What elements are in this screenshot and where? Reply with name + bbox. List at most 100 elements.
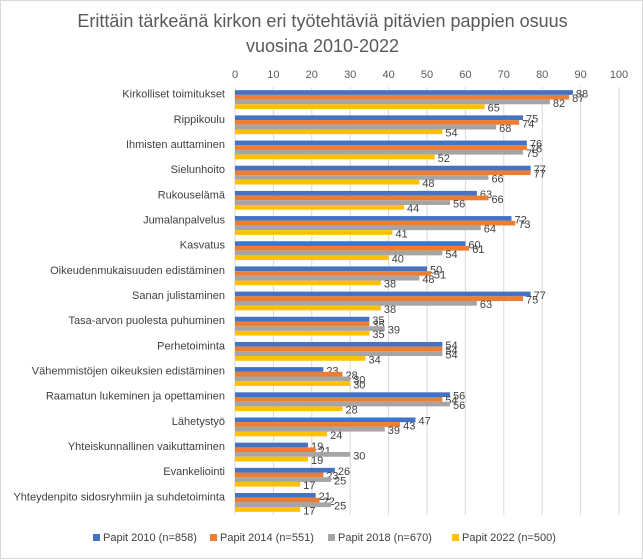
data-label: 51 — [434, 269, 446, 281]
legend-label: Papit 2014 (n=551) — [220, 532, 314, 544]
bar — [235, 381, 351, 386]
x-tick-label: 20 — [306, 69, 318, 81]
bar — [235, 241, 466, 246]
bar — [235, 367, 324, 372]
x-tick-label: 50 — [421, 69, 433, 81]
category-label: Rukouselämä — [158, 189, 226, 201]
bar — [235, 94, 570, 100]
data-label: 60 — [468, 239, 480, 251]
data-label: 28 — [346, 405, 358, 417]
x-tick-label: 100 — [610, 69, 628, 81]
data-label: 64 — [484, 224, 496, 236]
data-label: 52 — [438, 153, 450, 165]
data-label: 50 — [430, 265, 442, 277]
x-tick-label: 80 — [536, 69, 548, 81]
category-label: Lähetystyö — [172, 416, 225, 428]
category-label: Rippikoulu — [174, 114, 225, 126]
bar — [235, 481, 301, 487]
data-label: 17 — [303, 505, 315, 517]
bar — [235, 477, 331, 482]
data-label: 63 — [480, 299, 492, 311]
bar — [235, 170, 531, 176]
data-label: 21 — [319, 491, 331, 503]
bar — [235, 124, 497, 130]
data-label: 77 — [534, 290, 546, 302]
category-label: Kasvatus — [180, 240, 226, 252]
bar — [235, 255, 389, 261]
data-label: 54 — [445, 345, 457, 357]
bar — [235, 406, 343, 412]
category-label: Vähemmistöjen oikeuksien edistäminen — [32, 366, 225, 378]
bar — [235, 452, 351, 457]
data-label: 75 — [526, 295, 538, 307]
category-label: Sielunhoito — [171, 164, 225, 176]
bar — [235, 280, 381, 286]
bar — [235, 456, 308, 462]
bar — [235, 115, 523, 121]
data-label: 77 — [534, 169, 546, 181]
x-tick-label: 40 — [382, 69, 394, 81]
data-label: 17 — [303, 480, 315, 492]
bar — [235, 275, 420, 281]
bar — [235, 426, 385, 432]
data-label: 68 — [499, 123, 511, 135]
data-label: 65 — [488, 102, 500, 114]
legend-label: Papit 2010 (n=858) — [103, 532, 197, 544]
category-label: Jumalanpalvelus — [143, 214, 225, 226]
data-label: 54 — [445, 249, 457, 261]
legend-label: Papit 2022 (n=500) — [462, 532, 556, 544]
data-label: 61 — [472, 244, 484, 256]
bar — [235, 271, 431, 276]
data-label: 44 — [407, 203, 419, 215]
data-label: 56 — [453, 400, 465, 412]
x-tick-label: 60 — [459, 69, 471, 81]
bar — [235, 507, 301, 512]
bar — [235, 266, 427, 272]
bar — [235, 326, 385, 331]
bar — [235, 401, 451, 407]
bar — [235, 225, 481, 231]
data-label: 25 — [334, 475, 346, 487]
data-label: 38 — [384, 279, 396, 291]
category-label: Sanan julistaminen — [132, 290, 225, 302]
legend-swatch — [210, 534, 217, 541]
data-label: 72 — [514, 214, 526, 226]
data-label: 56 — [453, 198, 465, 210]
bar — [235, 351, 443, 357]
category-label: Ihmisten auttaminen — [126, 139, 225, 151]
data-label: 24 — [330, 430, 342, 442]
bar — [235, 502, 331, 508]
chart-title-line-1: Erittäin tärkeänä kirkon eri työtehtäviä… — [77, 11, 568, 31]
bar — [235, 467, 335, 473]
bar — [235, 397, 443, 402]
data-label: 54 — [445, 340, 457, 352]
bar — [235, 179, 420, 185]
data-label: 87 — [572, 93, 584, 105]
bar — [235, 472, 324, 478]
bar — [235, 305, 381, 311]
bar — [235, 392, 451, 398]
data-label: 34 — [369, 354, 381, 366]
bar — [235, 417, 416, 423]
bar — [235, 129, 443, 135]
bar — [235, 90, 573, 95]
data-label: 82 — [553, 98, 565, 110]
x-tick-label: 0 — [232, 69, 238, 81]
data-label: 26 — [338, 466, 350, 478]
data-label: 76 — [530, 143, 542, 155]
bar — [235, 301, 477, 306]
data-label: 38 — [384, 304, 396, 316]
data-label: 39 — [388, 425, 400, 437]
bar — [235, 99, 550, 105]
data-label: 40 — [392, 254, 404, 266]
legend-swatch — [452, 534, 459, 541]
data-label: 30 — [353, 379, 365, 391]
x-tick-label: 90 — [574, 69, 586, 81]
bar — [235, 497, 320, 503]
bar — [235, 245, 470, 251]
x-tick-label: 10 — [267, 69, 279, 81]
data-label: 75 — [526, 114, 538, 126]
bar — [235, 195, 489, 201]
